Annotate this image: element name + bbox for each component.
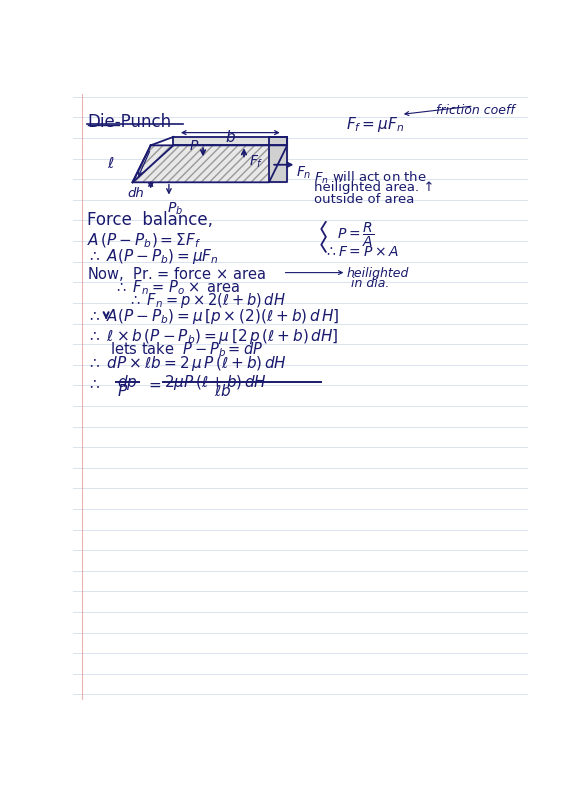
Text: $\therefore\; F_n = p\times 2(\ell + b)\,dH$: $\therefore\; F_n = p\times 2(\ell + b)\…: [128, 290, 286, 310]
Text: in dia.: in dia.: [351, 278, 389, 290]
Text: $\ell b$: $\ell b$: [214, 383, 232, 399]
Text: b: b: [225, 130, 235, 145]
Text: $\therefore\; \ell\times b\,(P-P_b) = \mu\,[2\,p\,(\ell+b)\,dH]$: $\therefore\; \ell\times b\,(P-P_b) = \m…: [87, 327, 338, 345]
Text: heilighted area. ↑: heilighted area. ↑: [315, 181, 435, 194]
Text: $P = \dfrac{R}{A}$: $P = \dfrac{R}{A}$: [338, 220, 375, 249]
Polygon shape: [174, 137, 287, 146]
Text: $F_n$ will act on the: $F_n$ will act on the: [315, 169, 427, 186]
Text: lets take  $P - P_b = dP$: lets take $P - P_b = dP$: [110, 341, 263, 359]
Text: $F_n$: $F_n$: [296, 164, 312, 180]
Text: Now,  Pr. = force $\times$ area: Now, Pr. = force $\times$ area: [87, 265, 266, 283]
Text: $P_b$: $P_b$: [167, 201, 183, 217]
Text: $F_f = \mu F_n$: $F_f = \mu F_n$: [346, 115, 404, 134]
Text: heilighted: heilighted: [346, 267, 409, 280]
Text: $\therefore$: $\therefore$: [87, 376, 101, 391]
Text: $\therefore\; F_n =\, P_o \times$ area: $\therefore\; F_n =\, P_o \times$ area: [114, 278, 241, 297]
Polygon shape: [133, 146, 287, 183]
Text: $\ell$: $\ell$: [107, 156, 114, 171]
Text: $\therefore\; dP \times \ell b = 2\,\mu\,P\,(\ell+b)\,dH$: $\therefore\; dP \times \ell b = 2\,\mu\…: [87, 354, 287, 373]
Text: $F_f$: $F_f$: [248, 153, 263, 170]
Text: $dp$: $dp$: [117, 372, 137, 392]
Text: friction coeff: friction coeff: [436, 104, 515, 116]
Text: Die-Punch: Die-Punch: [87, 113, 171, 131]
Text: $\therefore\; A(P-P_b) = \mu F_n$: $\therefore\; A(P-P_b) = \mu F_n$: [87, 246, 219, 265]
Text: $P$: $P$: [117, 383, 128, 399]
Text: P: P: [190, 139, 198, 153]
Text: outside of area: outside of area: [315, 193, 415, 205]
Text: $A\,(P - P_b) = \Sigma F_f$: $A\,(P - P_b) = \Sigma F_f$: [87, 232, 201, 250]
Polygon shape: [269, 137, 287, 183]
Text: $=$: $=$: [146, 377, 162, 392]
Text: Force  balance,: Force balance,: [87, 212, 213, 229]
Text: $\therefore\; A(P-P_b) = \mu\,[p\times(2)(\ell+b)\,d\,H]$: $\therefore\; A(P-P_b) = \mu\,[p\times(2…: [87, 306, 340, 326]
Text: dh: dh: [127, 187, 144, 200]
Text: $\therefore F = P\times A$: $\therefore F = P\times A$: [323, 245, 399, 259]
Text: $2\mu P\,(\ell+b)\,dH$: $2\mu P\,(\ell+b)\,dH$: [164, 372, 267, 392]
